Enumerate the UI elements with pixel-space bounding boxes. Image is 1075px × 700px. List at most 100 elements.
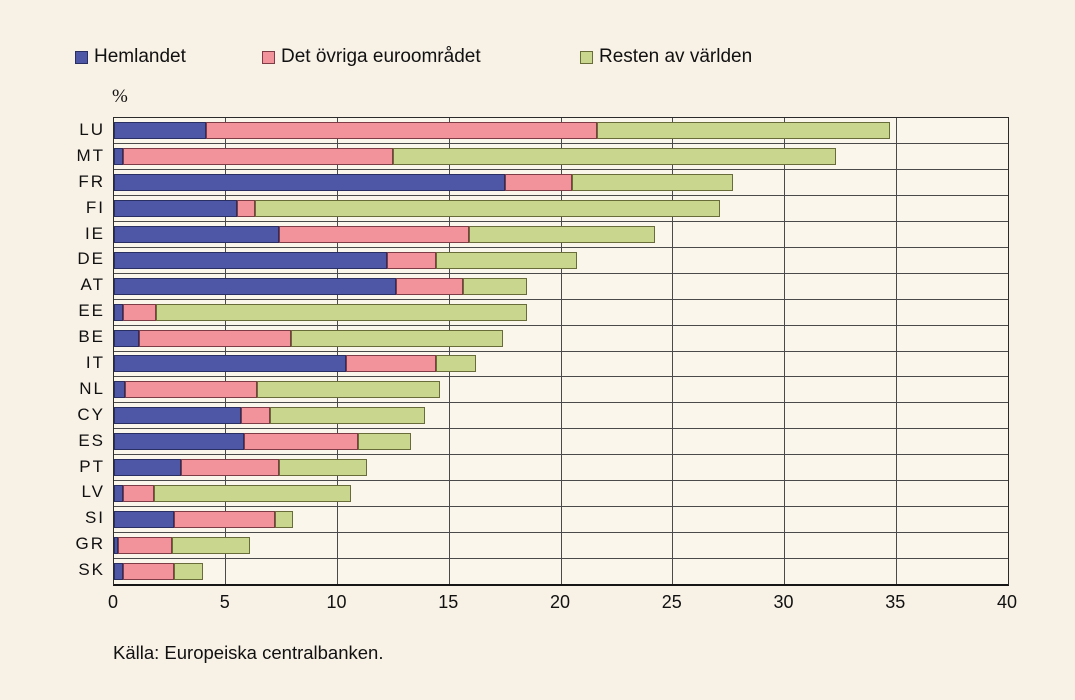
gridline-h-11 — [114, 402, 1008, 404]
bar-segment-ES-2 — [243, 433, 358, 451]
bar-segment-FR-2 — [505, 174, 573, 192]
bar-segment-BE-2 — [138, 329, 291, 347]
bar-segment-BE-1 — [114, 329, 139, 347]
legend-item-2: Det övriga euroområdet — [262, 46, 481, 68]
bar-segment-ES-3 — [357, 433, 412, 451]
bar-segment-IT-1 — [114, 355, 347, 373]
legend-swatch-3 — [580, 50, 593, 64]
bar-segment-EE-2 — [122, 303, 157, 321]
x-axis-labels: 0 5 10 15 20 25 30 35 40 — [0, 592, 1075, 616]
bar-segment-LV-2 — [122, 484, 155, 502]
y-label-ES: ES — [78, 430, 105, 450]
x-label-5: 5 — [219, 592, 230, 612]
bar-segment-FR-3 — [572, 174, 734, 192]
bar-segment-PT-3 — [279, 459, 367, 476]
bar-segment-SK-3 — [174, 562, 204, 580]
bar-segment-FI-2 — [236, 200, 255, 218]
bar-segment-NL-3 — [257, 381, 441, 399]
legend-item-3: Resten av världen — [580, 46, 752, 68]
bar-segment-AT-1 — [114, 277, 396, 295]
legend-swatch-2 — [262, 50, 275, 64]
bar-segment-EE-3 — [156, 303, 528, 321]
bar-segment-GR-3 — [172, 536, 251, 554]
gridline-h-4 — [114, 221, 1008, 223]
gridline-h-8 — [114, 324, 1008, 326]
y-label-FR: FR — [78, 171, 105, 191]
gridline-h-10 — [114, 376, 1008, 378]
bar-segment-SK-2 — [122, 562, 175, 580]
x-label-20: 20 — [549, 592, 571, 612]
x-label-30: 30 — [773, 592, 794, 612]
y-label-FI: FI — [85, 197, 105, 217]
bar-segment-EE-1 — [114, 303, 123, 321]
y-label-GR: GR — [75, 534, 105, 554]
y-label-IT: IT — [85, 353, 105, 372]
gridline-h-5 — [114, 246, 1008, 248]
y-label-MT: MT — [76, 145, 105, 165]
bar-segment-NL-2 — [125, 381, 258, 399]
bar-segment-SI-1 — [114, 510, 175, 528]
legend-label-1: Hemlandet — [94, 46, 186, 67]
gridline-h-17 — [114, 557, 1008, 559]
bar-segment-BE-3 — [290, 329, 503, 347]
bar-segment-LV-1 — [114, 484, 123, 502]
bar-segment-LU-2 — [205, 122, 597, 140]
bar-segment-MT-2 — [122, 148, 394, 166]
y-label-AT: AT — [80, 275, 105, 295]
bar-segment-IT-3 — [435, 355, 477, 373]
legend-label-3: Resten av världen — [599, 46, 753, 67]
y-label-PT: PT — [79, 456, 105, 476]
bar-segment-CY-2 — [241, 407, 271, 425]
y-label-LU: LU — [79, 120, 105, 139]
legend-label-2: Det övriga euroområdet — [281, 46, 481, 67]
y-label-SI: SI — [84, 508, 105, 528]
bar-segment-IE-3 — [469, 226, 655, 243]
x-label-0: 0 — [107, 592, 119, 612]
plot-area — [113, 117, 1009, 586]
gridline-h-12 — [114, 428, 1008, 430]
legend-swatch-1 — [75, 50, 88, 64]
bar-segment-SI-3 — [274, 510, 293, 528]
bar-segment-GR-2 — [118, 536, 173, 554]
bar-segment-MT-1 — [114, 148, 123, 166]
legend-item-1: Hemlandet — [75, 46, 186, 68]
axis-unit-label: % — [112, 86, 128, 107]
bar-segment-LU-1 — [114, 122, 206, 140]
gridline-h-9 — [114, 350, 1008, 352]
legend: Hemlandet Det övriga euroområdet Resten av… — [0, 46, 1075, 72]
bar-segment-LU-3 — [596, 122, 890, 140]
bar-segment-CY-3 — [270, 407, 425, 425]
bar-segment-LV-3 — [154, 484, 351, 502]
bar-segment-PT-2 — [181, 459, 280, 476]
bar-segment-AT-3 — [462, 277, 528, 295]
bar-segment-MT-3 — [393, 148, 836, 166]
bar-segment-IE-2 — [279, 226, 470, 243]
bar-segment-IT-2 — [346, 355, 436, 373]
source-note: Källa: Europeiska centralbanken. — [113, 642, 384, 663]
x-label-15: 15 — [438, 592, 459, 612]
bar-segment-PT-1 — [114, 459, 182, 476]
y-label-LV: LV — [81, 482, 105, 502]
bar-segment-FI-3 — [254, 200, 720, 218]
bar-segment-DE-3 — [435, 251, 577, 269]
bar-segment-DE-2 — [386, 251, 436, 269]
y-axis-labels: LU MT FR FI IE DE AT EE BE IT NL CY ES PT LV SI GR SK — [0, 117, 105, 583]
x-label-40: 40 — [996, 592, 1018, 612]
x-label-10: 10 — [326, 592, 347, 612]
gridline-h-1 — [114, 143, 1008, 145]
bar-segment-FR-1 — [114, 174, 506, 192]
y-label-CY: CY — [77, 404, 105, 424]
bar-segment-AT-2 — [395, 277, 463, 295]
bar-segment-SI-2 — [174, 510, 275, 528]
bar-segment-FI-1 — [114, 200, 237, 218]
bar-segment-CY-1 — [114, 407, 242, 425]
y-label-DE: DE — [77, 249, 105, 269]
bar-segment-SK-1 — [114, 562, 123, 580]
y-label-IE: IE — [84, 223, 105, 243]
gridline-h-16 — [114, 531, 1008, 533]
gridline-h-15 — [114, 505, 1008, 507]
bar-segment-ES-1 — [114, 433, 244, 451]
bar-segment-IE-1 — [114, 226, 280, 243]
bar-segment-GR-1 — [114, 536, 119, 554]
